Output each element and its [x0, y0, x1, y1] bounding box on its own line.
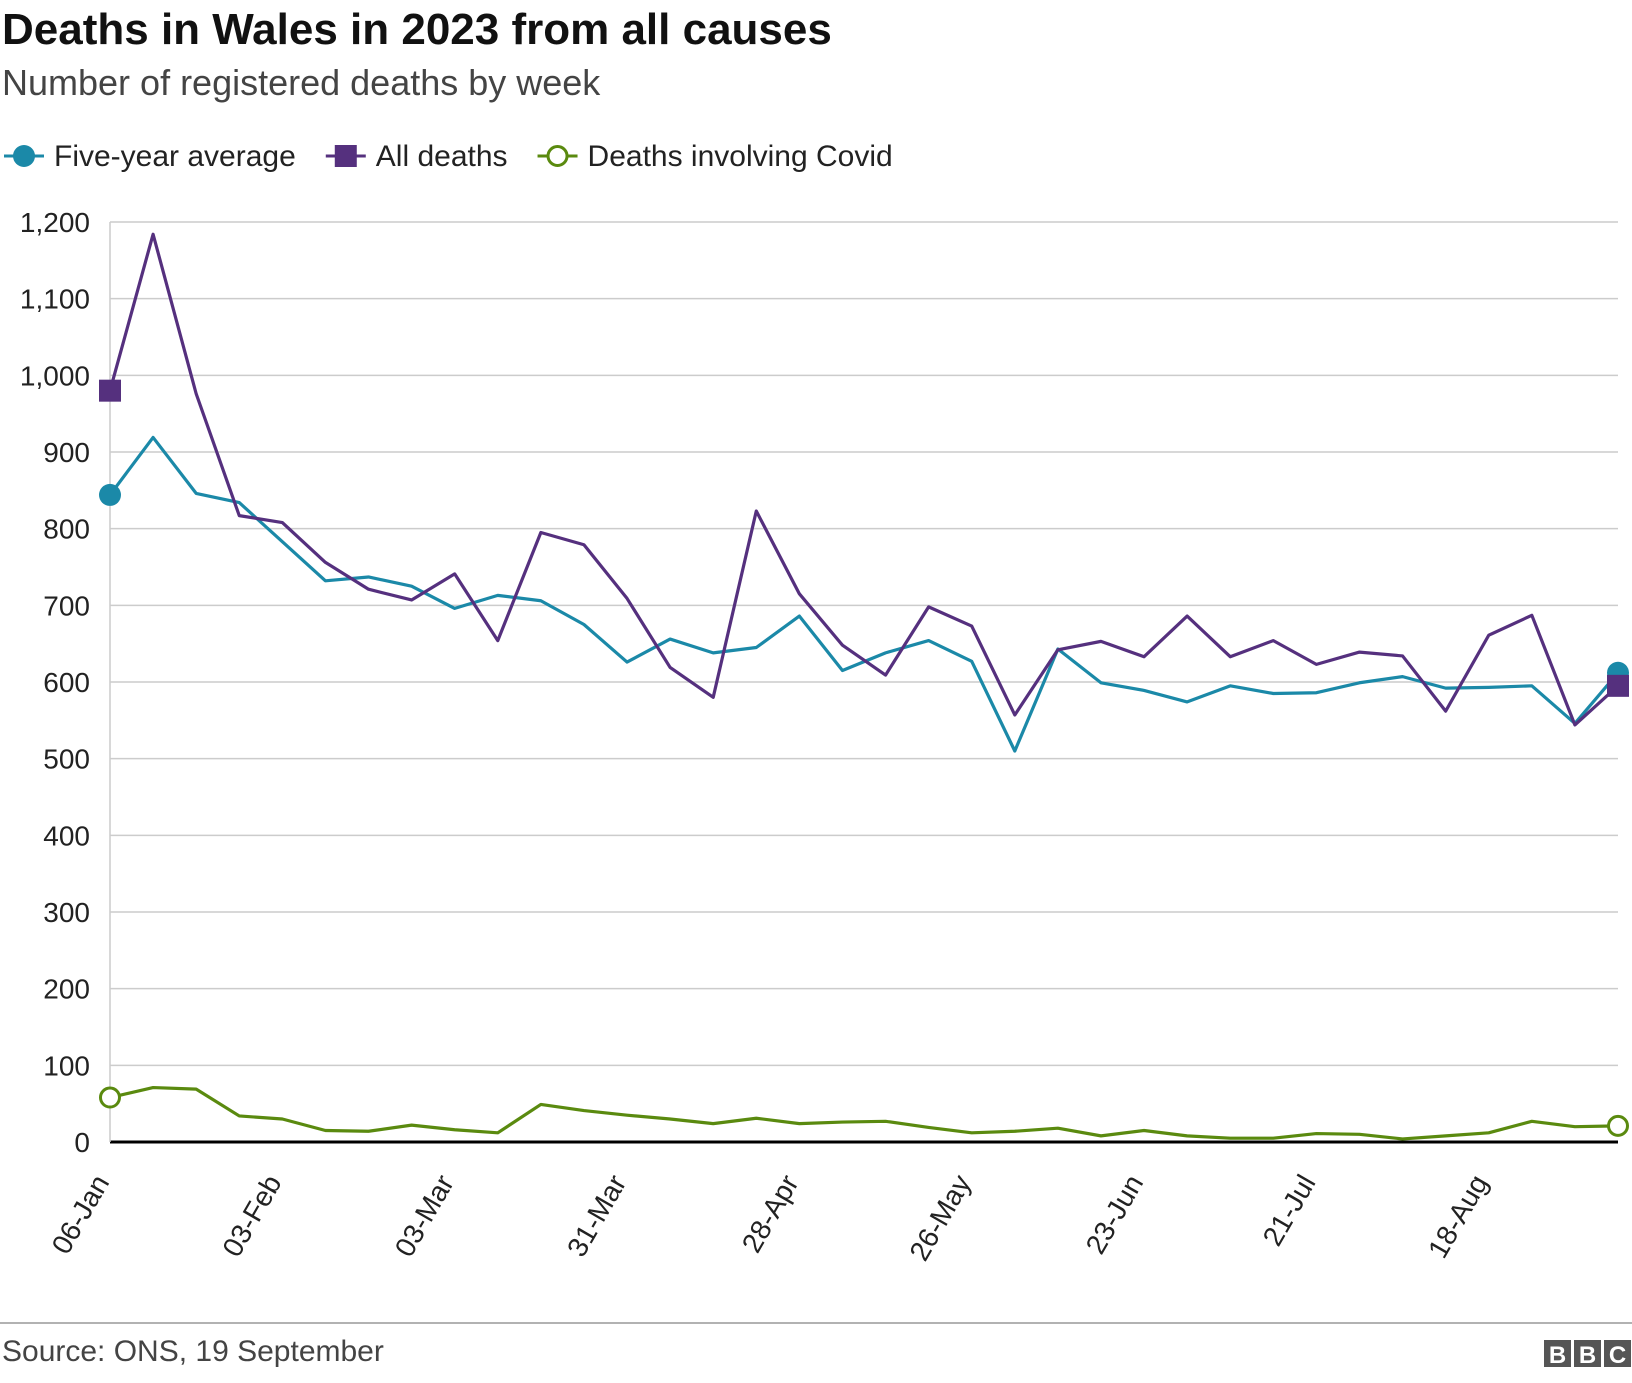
- series-line: [108, 435, 1620, 753]
- x-tick-label: 06-Jan: [46, 1170, 116, 1260]
- series-line: [108, 232, 1620, 727]
- x-tick-label: 31-Mar: [561, 1170, 632, 1262]
- x-tick-label: 03-Feb: [216, 1170, 287, 1262]
- marker: [99, 379, 121, 402]
- y-tick-label: 600: [43, 667, 90, 698]
- y-tick-label: 800: [43, 514, 90, 545]
- x-tick-label: 28-Apr: [736, 1170, 805, 1258]
- x-tick-label: 03-Mar: [389, 1170, 460, 1262]
- logo-letter: B: [1549, 1342, 1566, 1369]
- marker: [546, 145, 569, 167]
- legend-label: Five-year average: [54, 140, 296, 173]
- legend: Five-year average All deaths Deaths involv…: [4, 140, 893, 173]
- plot-area: 0 100 200 300 400 500 600 700 800 900 1,000 1,100 1,…: [20, 207, 1629, 1266]
- y-tick-label: 400: [43, 820, 90, 851]
- series-line: [109, 1085, 1619, 1141]
- marker: [1607, 674, 1629, 697]
- y-tick-label: 900: [43, 437, 90, 468]
- y-tick-label: 1,200: [20, 207, 90, 238]
- y-tick-label: 300: [43, 897, 90, 928]
- legend-label: All deaths: [376, 140, 508, 173]
- logo-box: [1574, 1340, 1601, 1367]
- logo-box: [1544, 1340, 1571, 1367]
- y-tick-label: 0: [74, 1127, 90, 1158]
- chart-title: Deaths in Wales in 2023 from all causes: [2, 5, 832, 54]
- x-tick-label: 23-Jun: [1080, 1170, 1150, 1260]
- marker: [1607, 1114, 1629, 1137]
- y-tick-label: 1,100: [20, 284, 90, 315]
- x-tick-label: 26-May: [903, 1170, 977, 1266]
- x-tick-label: 18-Aug: [1422, 1170, 1494, 1264]
- marker: [99, 1086, 121, 1109]
- logo-letter: C: [1609, 1342, 1626, 1369]
- source: Source: ONS, 19 September: [2, 1335, 384, 1368]
- marker: [334, 145, 357, 167]
- logo-letter: B: [1579, 1342, 1596, 1369]
- chart-subtitle: Number of registered deaths by week: [2, 62, 601, 103]
- y-tick-label: 700: [43, 590, 90, 621]
- y-tick-label: 200: [43, 974, 90, 1005]
- x-tick-label: 21-Jul: [1257, 1170, 1322, 1252]
- y-tick-label: 500: [43, 744, 90, 775]
- logo-box: [1604, 1340, 1631, 1367]
- y-tick-label: 1,000: [20, 360, 90, 391]
- y-tick-label: 100: [43, 1050, 90, 1081]
- marker: [13, 145, 35, 167]
- marker: [99, 483, 121, 506]
- legend-label: Deaths involving Covid: [588, 140, 893, 173]
